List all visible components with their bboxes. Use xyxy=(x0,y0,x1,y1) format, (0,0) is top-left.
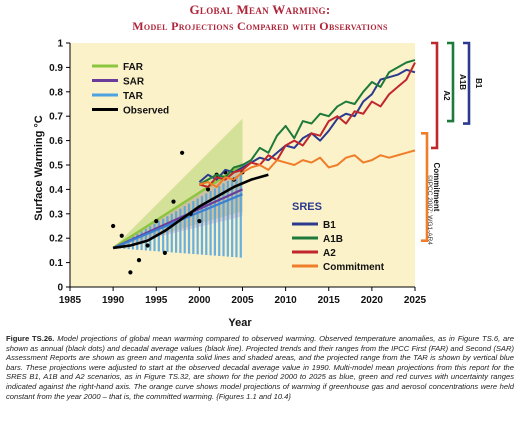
observed-annual-dot xyxy=(205,187,211,192)
legend-label-commitment: Commitment xyxy=(323,262,385,273)
range-label-a2: A2 xyxy=(442,90,451,101)
observed-annual-dot xyxy=(180,150,185,155)
observed-annual-dot xyxy=(119,233,124,238)
range-bracket-a1b xyxy=(447,41,455,123)
x-tick-label: 2025 xyxy=(404,295,427,306)
legend-label-far: FAR xyxy=(123,62,144,73)
range-label-b1: B1 xyxy=(474,78,483,89)
caption-label: Figure TS.26. xyxy=(6,334,55,343)
observed-annual-dot xyxy=(197,219,202,224)
range-label-a1b: A1B xyxy=(458,74,467,90)
y-axis-label: Surface Warming °C xyxy=(33,115,45,221)
legend-label-a2: A2 xyxy=(323,248,336,259)
y-tick-label: 1 xyxy=(57,39,63,50)
observed-annual-dot xyxy=(154,219,159,224)
range-bracket-b1 xyxy=(463,41,471,125)
y-tick-label: 0.9 xyxy=(49,63,63,74)
range-label-commitment: Commitment xyxy=(432,163,441,212)
title-line-1: Global Mean Warming: xyxy=(189,2,331,17)
observed-annual-dot xyxy=(171,199,176,204)
x-tick-label: 2020 xyxy=(361,295,384,306)
x-tick-label: 1985 xyxy=(59,295,82,306)
figure-title: Global Mean Warming: Model Projections C… xyxy=(0,2,520,34)
x-tick-label: 2005 xyxy=(231,295,254,306)
x-tick-label: 2010 xyxy=(275,295,298,306)
legend-label-observed: Observed xyxy=(123,106,169,117)
y-tick-label: 0 xyxy=(57,283,63,294)
legend-label-b1: B1 xyxy=(323,220,336,231)
observed-annual-dot xyxy=(162,250,167,255)
observed-annual-dot xyxy=(188,211,193,216)
observed-annual-dot xyxy=(128,270,133,275)
observed-annual-dot xyxy=(111,223,116,229)
y-tick-label: 0.1 xyxy=(49,258,63,269)
legend-label-tar: TAR xyxy=(123,91,144,102)
copyright-note: ©IPCC 2007: WG1-AR4 xyxy=(426,175,434,245)
y-tick-label: 0.2 xyxy=(49,234,63,245)
series-line-commitment xyxy=(199,149,416,188)
observed-annual-dot xyxy=(136,258,142,263)
series-line-a1b xyxy=(198,59,416,186)
legend-label-sar: SAR xyxy=(123,77,145,88)
caption-text: Model projections of global mean warming… xyxy=(6,334,514,401)
legend-label-a1b: A1B xyxy=(323,234,343,245)
x-tick-label: 1995 xyxy=(145,295,168,306)
y-tick-label: 0.3 xyxy=(49,209,63,220)
y-tick-label: 0.4 xyxy=(49,185,63,196)
legend-sres-title: SRES xyxy=(292,201,322,213)
warming-chart: 1985 1990 1995 2000 2005 2010 2015 2020 2025 0 0.1… xyxy=(33,39,483,330)
y-tick-label: 0.6 xyxy=(49,136,63,147)
x-tick-label: 2015 xyxy=(318,295,341,306)
x-tick-label: 2000 xyxy=(188,295,211,306)
observed-annual-dot xyxy=(145,243,150,248)
range-bracket-commitment xyxy=(421,131,429,242)
series-line-a2 xyxy=(199,62,416,188)
range-bracket-a2 xyxy=(431,41,439,150)
y-tick-label: 0.7 xyxy=(49,112,63,123)
x-tick-label: 1990 xyxy=(102,295,125,306)
y-tick-label: 0.8 xyxy=(49,87,63,98)
y-tick-label: 0.5 xyxy=(49,161,63,172)
figure-caption: Figure TS.26. Model projections of globa… xyxy=(6,334,514,401)
x-axis-label: Year xyxy=(228,317,252,329)
title-line-2: Model Projections Compared with Observat… xyxy=(132,19,388,33)
